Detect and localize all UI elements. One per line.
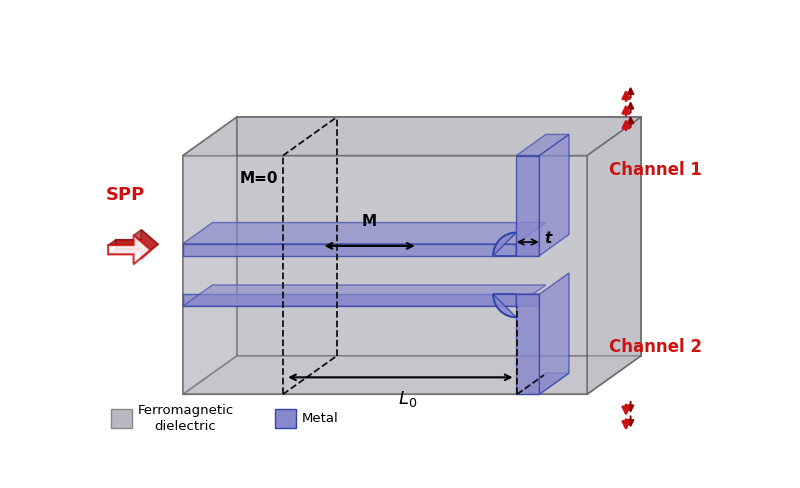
Text: $L_0$: $L_0$ [398, 389, 418, 409]
Polygon shape [134, 230, 158, 250]
Polygon shape [183, 117, 237, 394]
Polygon shape [516, 156, 539, 256]
Polygon shape [516, 134, 569, 156]
Polygon shape [183, 117, 641, 156]
Polygon shape [539, 273, 569, 394]
Polygon shape [493, 233, 539, 256]
Polygon shape [116, 230, 158, 259]
Polygon shape [183, 156, 587, 394]
Polygon shape [183, 356, 641, 394]
Bar [111, 409, 132, 428]
Text: Channel 1: Channel 1 [610, 161, 702, 179]
Polygon shape [516, 373, 569, 394]
Polygon shape [183, 285, 546, 306]
Polygon shape [539, 134, 569, 256]
Text: M: M [362, 214, 377, 229]
Polygon shape [108, 240, 142, 245]
Polygon shape [183, 294, 516, 306]
Polygon shape [108, 249, 142, 254]
Text: t: t [545, 231, 552, 245]
Polygon shape [516, 294, 539, 394]
Polygon shape [587, 117, 641, 394]
Text: SPP: SPP [106, 185, 145, 203]
Text: Metal: Metal [302, 412, 338, 425]
Polygon shape [493, 294, 539, 317]
Polygon shape [183, 223, 546, 244]
Text: Ferromagnetic
dielectric: Ferromagnetic dielectric [138, 404, 234, 433]
Text: M=0: M=0 [240, 171, 278, 186]
Polygon shape [183, 244, 516, 256]
Bar [275, 409, 296, 428]
Polygon shape [108, 235, 150, 264]
Polygon shape [237, 117, 641, 356]
Text: Channel 2: Channel 2 [610, 338, 702, 356]
